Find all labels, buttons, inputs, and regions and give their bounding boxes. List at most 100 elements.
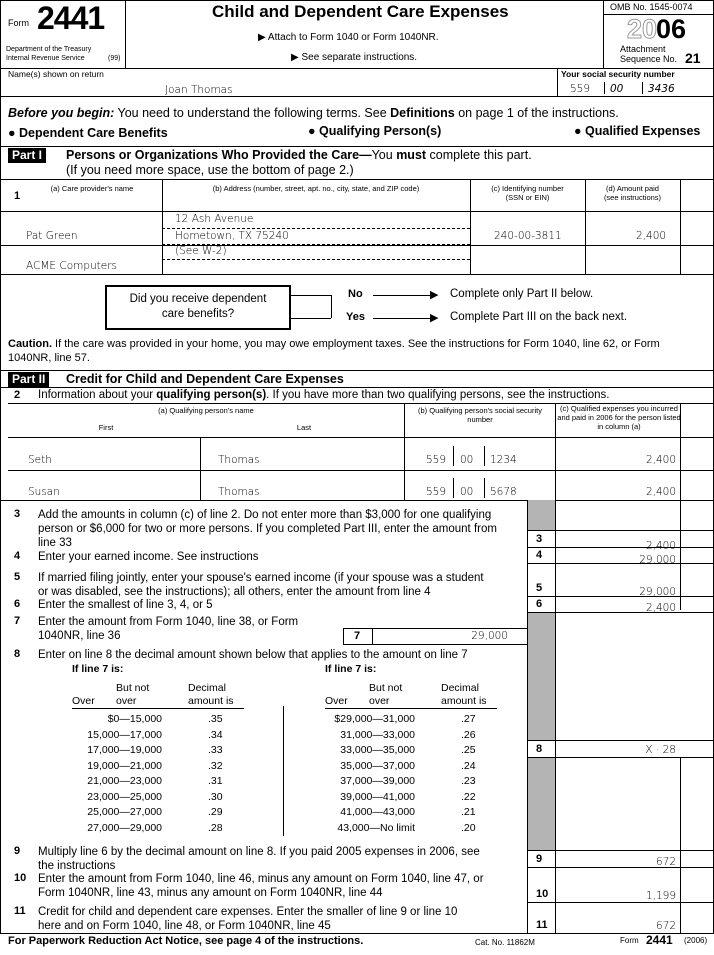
decimal-amount: .25 [461, 744, 476, 756]
rule [0, 245, 714, 246]
form-title: Child and Dependent Care Expenses [212, 2, 509, 21]
amount-paid: 2,400 [636, 230, 667, 242]
rule [0, 0, 1, 933]
caution-text: 1040NR, line 57. [8, 352, 90, 364]
t: If the care was provided in your home, y… [52, 338, 660, 350]
footer-form-number: 2441 [646, 933, 673, 947]
provider-address: (See W-2) [175, 245, 227, 257]
no-action: Complete only Part II below. [450, 288, 594, 300]
line-box-number: 3 [536, 533, 543, 545]
decimal-amount: .30 [208, 790, 223, 803]
person-ssn: 5678 [490, 486, 517, 498]
line-number: 8 [14, 648, 21, 660]
before-you-begin: Before you begin: You need to understand… [8, 106, 619, 120]
rule [527, 547, 714, 548]
rule [325, 708, 497, 709]
line-text: Enter your earned income. See instructio… [38, 551, 259, 563]
before-lead: Before you begin: [8, 106, 115, 120]
rule [372, 628, 373, 644]
decimal-amount: .29 [208, 806, 223, 818]
line-text: line 33 [38, 537, 72, 549]
decimal-amount: .33 [208, 744, 223, 756]
term-qualified-expenses: ● Qualified Expenses [574, 124, 701, 138]
dotted-entry-line [162, 244, 470, 245]
t: qualifying person(s) [156, 389, 267, 401]
rule [343, 644, 528, 645]
th-over: over [116, 695, 137, 707]
text: You need to understand the following ter… [114, 106, 391, 120]
rule [373, 318, 433, 319]
rule [343, 628, 528, 629]
dotted-entry-line [162, 228, 470, 229]
decimal-amount: .31 [208, 775, 223, 787]
income-range: 37,000—39,000 [340, 775, 415, 787]
income-range: 25,000—27,000 [87, 806, 162, 818]
year-bold: 06 [656, 14, 687, 44]
line-text: the instructions [38, 860, 116, 872]
th-over: Over [325, 695, 348, 707]
rule [200, 437, 201, 500]
line-5-amount: 29,000 [639, 586, 676, 598]
column-header: (d) Amount paid (see instructions) [603, 184, 662, 202]
footer-form: Form [620, 936, 639, 945]
rule [0, 370, 714, 371]
line-box-number: 11 [536, 919, 548, 931]
rule [0, 146, 714, 147]
line-box-number: 10 [536, 888, 549, 900]
caution-label: Caution. [8, 338, 52, 350]
line-6-amount: 2,400 [645, 602, 676, 614]
line2-text: Information about your qualifying person… [38, 389, 609, 401]
decimal-amount: .21 [461, 806, 476, 818]
line-number: 9 [14, 845, 21, 857]
paperwork-notice: For Paperwork Reduction Act Notice, see … [8, 935, 364, 947]
decimal-amount: .34 [208, 728, 223, 741]
line-text: Enter on line 8 the decimal amount shown… [38, 649, 468, 661]
line-text: Form 1040NR, line 43, minus any amount o… [38, 887, 383, 899]
rule [555, 500, 556, 933]
rule [585, 179, 586, 274]
taxpayer-name: Joan Thomas [165, 84, 233, 96]
line-box-number: 4 [536, 549, 543, 561]
rule [0, 274, 714, 275]
qualified-expense-amount: 2,400 [645, 486, 676, 498]
rule [125, 0, 126, 68]
rule [527, 867, 714, 868]
shaded-area [528, 757, 555, 850]
no-label: No [348, 288, 363, 300]
line-text: Multiply line 6 by the decimal amount on… [38, 846, 480, 858]
line-9-amount: 672 [655, 856, 676, 868]
definitions: Definitions [390, 106, 455, 120]
rule [470, 179, 471, 274]
person-last-name: Thomas [218, 454, 260, 466]
line-text: 1040NR, line 36 [38, 630, 121, 642]
dept-label: Department of the Treasury [6, 46, 92, 53]
th-decimal: Decimal [441, 682, 479, 694]
t: must [396, 148, 427, 162]
line-text: Add the amounts in column (c) of line 2.… [38, 509, 492, 521]
rule [484, 478, 485, 498]
dotted-entry-line [162, 259, 470, 260]
rule [404, 403, 405, 500]
rule [0, 96, 714, 97]
income-range: 31,000—33,000 [340, 728, 415, 741]
rule [527, 902, 714, 903]
shaded-area [528, 612, 555, 740]
table-heading: If line 7 is: [72, 663, 124, 675]
line-text: here and on Form 1040, line 48, or Form … [38, 920, 331, 932]
rule [291, 295, 331, 296]
yes-label: Yes [346, 311, 365, 323]
income-range: $0—15,000 [107, 713, 162, 725]
column-header: (b) Qualifying person's social security … [418, 406, 542, 424]
irs-code: (99) [108, 55, 121, 62]
decimal-amount: .27 [461, 713, 476, 725]
provider-address: 12 Ash Avenue [175, 213, 254, 225]
person-first-name: Seth [28, 454, 52, 466]
income-range: 15,000—17,000 [87, 728, 162, 741]
rule [604, 82, 605, 94]
arrow-icon: ▶ [430, 312, 439, 324]
rule [642, 82, 643, 94]
provider-name: ACME Computers [26, 260, 118, 272]
rule [162, 179, 163, 274]
decimal-amount: .23 [461, 775, 476, 787]
rule [527, 500, 528, 933]
